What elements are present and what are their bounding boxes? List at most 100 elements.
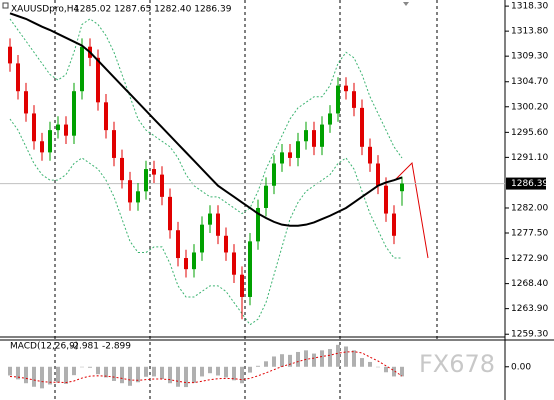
macd-bar (344, 346, 348, 367)
candle-body (112, 130, 116, 158)
candle-body (56, 124, 60, 131)
macd-value: -2.981 (70, 342, 99, 352)
chart-title: XAUUSDpro,H4 (11, 5, 79, 15)
candle-body (80, 46, 84, 92)
y-tick-label: 1295.60 (511, 128, 548, 138)
macd-bar (48, 366, 52, 385)
candle-body (96, 57, 100, 103)
y-tick-label: 0.00 (511, 362, 531, 372)
symbol-icon (2, 2, 9, 9)
forecast-arrow (394, 161, 429, 259)
candle-body (208, 213, 212, 225)
macd-title: MACD(12,26,9) (10, 342, 78, 352)
macd-bar (192, 366, 196, 383)
y-tick-label: 1282.00 (511, 203, 548, 213)
macd-bar (152, 366, 156, 377)
shift-marker (403, 2, 409, 6)
candle-body (240, 274, 244, 297)
bollinger-band (9, 118, 402, 326)
candle-body (400, 183, 404, 192)
macd-bar (32, 366, 36, 387)
candle-body (304, 130, 308, 142)
candle-body (104, 102, 108, 131)
candle-body (288, 152, 292, 158)
macd-bar (224, 366, 228, 378)
y-tick-label: 1272.90 (511, 254, 548, 264)
macd-bar (80, 366, 84, 368)
macd-bar (296, 351, 300, 367)
candle-body (352, 91, 356, 108)
candle-body (232, 252, 236, 275)
macd-bar (128, 366, 132, 386)
macd-bar (104, 366, 108, 378)
macd-bar (376, 366, 380, 368)
macd-bar (360, 358, 364, 367)
candle-body (16, 63, 20, 92)
macd-bar (264, 361, 268, 367)
candle-body (152, 169, 156, 175)
macd-bar (96, 366, 100, 375)
candle-body (336, 85, 340, 114)
macd-bar (64, 366, 68, 384)
candle-body (312, 130, 316, 147)
macd-bar (216, 366, 220, 376)
macd-bar (392, 366, 396, 377)
candle-body (248, 241, 252, 297)
macd-signal-value: -2.899 (102, 342, 131, 352)
bollinger-band (9, 18, 403, 215)
macd-bar (248, 366, 252, 373)
macd-bar (256, 365, 260, 367)
candle-body (184, 258, 188, 270)
macd-bar (352, 350, 356, 367)
macd-bar (88, 366, 92, 368)
moving-average (9, 12, 403, 227)
candle-body (320, 124, 324, 147)
macd-bar (384, 366, 388, 373)
candle-body (120, 157, 124, 181)
candle-body (368, 146, 372, 164)
macd-bar (72, 366, 76, 376)
candle-body (360, 107, 364, 147)
y-tick-label: 1263.90 (511, 304, 548, 314)
macd-bar (400, 366, 404, 377)
macd-bar (288, 354, 292, 367)
candle-body (280, 152, 284, 164)
macd-bar (168, 366, 172, 384)
macd-bar (136, 366, 140, 383)
candle-body (144, 169, 148, 192)
candle-body (376, 163, 380, 186)
candle-body (40, 141, 44, 153)
macd-bar (336, 344, 340, 367)
watermark: FX678 (419, 350, 495, 378)
candle-body (136, 191, 140, 203)
candle-body (48, 130, 52, 153)
macd-bar (312, 353, 316, 367)
candle-body (160, 174, 164, 197)
current-price-label: 1286.39 (511, 179, 548, 189)
candle-body (272, 163, 276, 186)
macd-bar (144, 366, 148, 377)
macd-bar (176, 366, 180, 387)
macd-bar (160, 366, 164, 380)
macd-bar (240, 366, 244, 384)
candle-body (264, 185, 268, 208)
macd-bar (304, 350, 308, 367)
candle-body (8, 46, 12, 64)
macd-bar (328, 349, 332, 367)
candle-body (168, 196, 172, 231)
macd-bar (40, 366, 44, 389)
macd-bar (184, 366, 188, 388)
candle-body (216, 213, 220, 236)
candle-body (176, 230, 180, 259)
candle-body (344, 85, 348, 92)
current-price-box (506, 177, 546, 190)
macd-bar (232, 366, 236, 381)
macd-bar (24, 366, 28, 384)
macd-bar (368, 361, 372, 367)
candle-body (296, 141, 300, 158)
candle-body (224, 235, 228, 253)
candle-body (24, 91, 28, 114)
macd-bar (200, 366, 204, 377)
candle-body (256, 207, 260, 242)
